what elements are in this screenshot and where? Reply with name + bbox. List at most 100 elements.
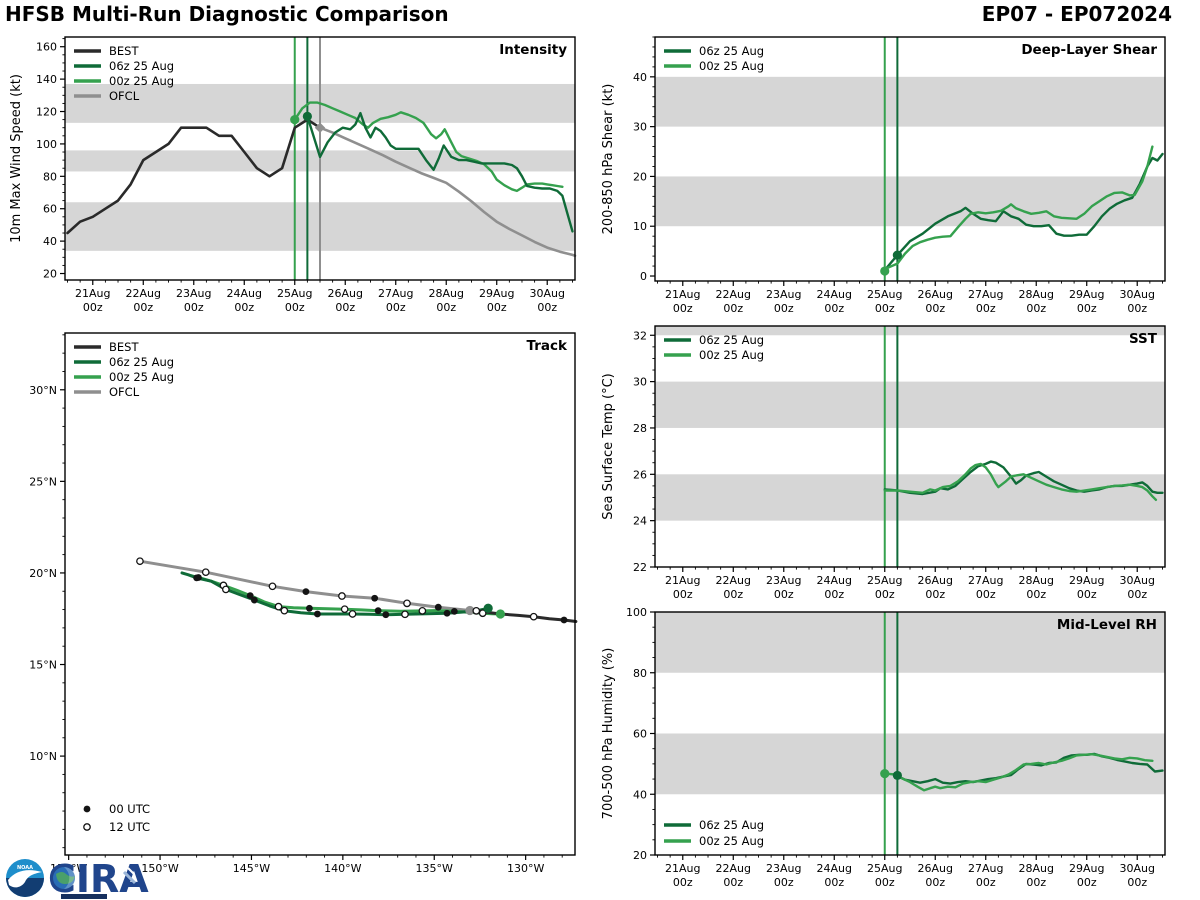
svg-text:25Aug: 25Aug xyxy=(867,288,902,301)
svg-text:00z: 00z xyxy=(83,301,103,314)
svg-text:00z: 00z xyxy=(925,302,945,315)
svg-text:20: 20 xyxy=(633,170,647,183)
svg-text:30: 30 xyxy=(633,121,647,134)
svg-text:27Aug: 27Aug xyxy=(968,288,1003,301)
track-series-run06 xyxy=(180,571,490,617)
shear-band xyxy=(655,76,1165,127)
storm-id: EP07 - EP072024 xyxy=(981,2,1172,26)
svg-text:29Aug: 29Aug xyxy=(1069,288,1104,301)
svg-text:00z: 00z xyxy=(774,588,794,601)
svg-text:00z: 00z xyxy=(1127,302,1147,315)
svg-text:80: 80 xyxy=(43,170,57,183)
svg-text:00z: 00z xyxy=(234,301,254,314)
rh-legend: 06z 25 Aug 00z 25 Aug xyxy=(664,818,764,848)
svg-text:24Aug: 24Aug xyxy=(227,287,262,300)
svg-text:00z 25 Aug: 00z 25 Aug xyxy=(699,59,764,73)
svg-text:20°N: 20°N xyxy=(29,567,57,580)
svg-text:00z: 00z xyxy=(335,301,355,314)
svg-text:00z: 00z xyxy=(774,302,794,315)
rh-axis-ticks: 21Aug00z22Aug00z23Aug00z24Aug00z25Aug00z… xyxy=(626,606,1163,889)
track-marker-legend: 00 UTC 12 UTC xyxy=(83,802,150,834)
svg-text:145°W: 145°W xyxy=(233,862,270,875)
sst-band xyxy=(655,381,1165,428)
cira-logo-icon: CIRA xyxy=(48,857,149,900)
svg-text:BEST: BEST xyxy=(109,44,139,58)
svg-text:00z: 00z xyxy=(673,302,693,315)
svg-text:00z: 00z xyxy=(875,588,895,601)
svg-text:00z: 00z xyxy=(436,301,456,314)
svg-text:30Aug: 30Aug xyxy=(1119,574,1154,587)
svg-text:26Aug: 26Aug xyxy=(328,287,363,300)
svg-text:00z: 00z xyxy=(487,301,507,314)
svg-text:28Aug: 28Aug xyxy=(1018,574,1053,587)
rh-band xyxy=(655,612,1165,673)
svg-text:00z: 00z xyxy=(1127,876,1147,889)
svg-text:00z: 00z xyxy=(723,876,743,889)
svg-text:25Aug: 25Aug xyxy=(867,574,902,587)
svg-text:00z: 00z xyxy=(976,588,996,601)
svg-text:00z: 00z xyxy=(1127,588,1147,601)
svg-text:22Aug: 22Aug xyxy=(716,574,751,587)
svg-text:26Aug: 26Aug xyxy=(918,862,953,875)
svg-text:20: 20 xyxy=(633,849,647,862)
svg-text:10: 10 xyxy=(633,220,647,233)
svg-text:60: 60 xyxy=(633,728,647,741)
intensity-series-run00 xyxy=(293,101,564,193)
svg-text:24: 24 xyxy=(633,515,647,528)
svg-text:29Aug: 29Aug xyxy=(1069,862,1104,875)
intensity-series-run06 xyxy=(306,111,574,233)
svg-text:21Aug: 21Aug xyxy=(665,288,700,301)
svg-text:29Aug: 29Aug xyxy=(479,287,514,300)
shear-axis-ticks: 21Aug00z22Aug00z23Aug00z24Aug00z25Aug00z… xyxy=(633,36,1163,315)
svg-text:40: 40 xyxy=(633,71,647,84)
svg-text:25°N: 25°N xyxy=(29,475,57,488)
svg-text:00z 25 Aug: 00z 25 Aug xyxy=(109,370,174,384)
track-panel: 155°W150°W145°W140°W135°W130°W10°N15°N20… xyxy=(29,332,578,875)
svg-text:00z: 00z xyxy=(1026,302,1046,315)
svg-text:150°W: 150°W xyxy=(141,862,178,875)
sst-band xyxy=(655,326,1165,336)
svg-text:10°N: 10°N xyxy=(29,750,57,763)
svg-text:25Aug: 25Aug xyxy=(277,287,312,300)
shear-band xyxy=(655,176,1165,227)
svg-text:30Aug: 30Aug xyxy=(529,287,564,300)
svg-text:00z: 00z xyxy=(184,301,204,314)
svg-text:00z 25 Aug: 00z 25 Aug xyxy=(109,74,174,88)
svg-text:23Aug: 23Aug xyxy=(766,288,801,301)
svg-text:23Aug: 23Aug xyxy=(176,287,211,300)
intensity-series-best xyxy=(66,118,322,235)
svg-text:28Aug: 28Aug xyxy=(1018,288,1053,301)
svg-text:30: 30 xyxy=(633,376,647,389)
svg-text:00z: 00z xyxy=(723,302,743,315)
svg-text:00z: 00z xyxy=(1077,302,1097,315)
svg-text:00z: 00z xyxy=(386,301,406,314)
svg-text:27Aug: 27Aug xyxy=(968,862,1003,875)
svg-text:30Aug: 30Aug xyxy=(1119,862,1154,875)
svg-text:00z: 00z xyxy=(1026,588,1046,601)
svg-text:06z 25 Aug: 06z 25 Aug xyxy=(699,333,764,347)
svg-text:30Aug: 30Aug xyxy=(1119,288,1154,301)
svg-text:26: 26 xyxy=(633,468,647,481)
svg-text:00z 25 Aug: 00z 25 Aug xyxy=(699,348,764,362)
svg-text:00z: 00z xyxy=(673,876,693,889)
svg-text:06z 25 Aug: 06z 25 Aug xyxy=(699,818,764,832)
footer-logos: NOAA CIRA xyxy=(4,856,184,900)
sst-ylabel: Sea Surface Temp (°C) xyxy=(601,373,616,520)
svg-text:21Aug: 21Aug xyxy=(665,574,700,587)
svg-text:30°N: 30°N xyxy=(29,384,57,397)
sst-series-run00 xyxy=(883,462,1158,501)
svg-text:00 UTC: 00 UTC xyxy=(109,802,150,816)
svg-text:100: 100 xyxy=(626,606,647,619)
svg-text:15°N: 15°N xyxy=(29,659,57,672)
svg-text:00z: 00z xyxy=(925,588,945,601)
svg-text:24Aug: 24Aug xyxy=(817,288,852,301)
track-axis-ticks: 155°W150°W145°W140°W135°W130°W10°N15°N20… xyxy=(29,334,563,875)
svg-text:160: 160 xyxy=(36,41,57,54)
intensity-ylabel: 10m Max Wind Speed (kt) xyxy=(9,74,24,243)
rh-panel: 21Aug00z22Aug00z23Aug00z24Aug00z25Aug00z… xyxy=(601,606,1166,889)
